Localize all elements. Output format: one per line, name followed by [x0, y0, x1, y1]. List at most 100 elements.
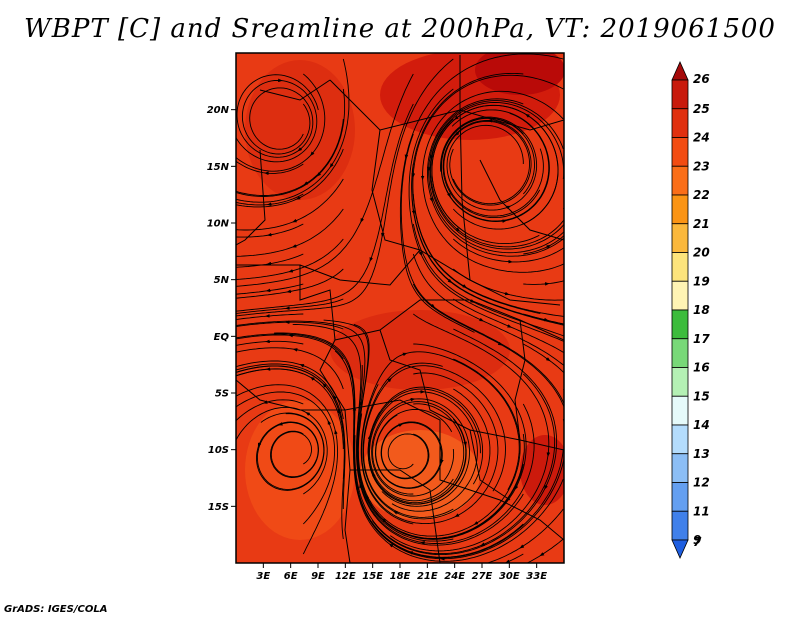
colorbar-label: 18: [693, 303, 710, 317]
streamline-arrow: [291, 244, 297, 248]
lat-tick-label: EQ: [214, 332, 230, 343]
grads-credit: GrADS: IGES/COLA: [4, 604, 108, 615]
streamline-arrow: [257, 442, 262, 448]
streamline-arrow: [563, 391, 564, 397]
streamline-arrow: [462, 284, 468, 288]
lon-tick-label: 9E: [311, 571, 325, 582]
lat-tick-label: 10N: [207, 219, 230, 230]
cool-region-south: [360, 430, 480, 520]
streamline-arrow: [360, 217, 364, 223]
colorbar-label: 17: [693, 332, 710, 346]
lon-tick-label: 27E: [472, 571, 493, 582]
streamline-arrow: [543, 317, 549, 322]
colorbar-label: 20: [693, 246, 710, 260]
colorbar-label: 21: [693, 217, 710, 231]
colorbar-label: 19: [693, 274, 710, 288]
streamline-arrow: [278, 422, 284, 426]
streamline-arrow: [539, 552, 545, 557]
warm-region-central: [330, 310, 510, 390]
colorbar-label: 11: [693, 504, 710, 518]
colorbar-swatch: [671, 194, 689, 225]
lat-tick-label: 5N: [214, 275, 230, 286]
streamline-arrow: [299, 364, 305, 368]
streamline-arrow: [288, 269, 294, 273]
streamline-arrow: [310, 151, 315, 157]
colorbar-swatch: [671, 223, 689, 253]
streamline-arrow: [305, 411, 311, 416]
streamline-arrow: [454, 513, 460, 518]
colorbar-swatch: [671, 108, 689, 138]
streamline-arrow: [429, 154, 434, 160]
lat-tick-label: 15S: [208, 502, 229, 513]
colorbar: 26 25 24 23 22 21 20 19 18 17 16 15 14 13 12 11 97: [671, 61, 710, 559]
colorbar-label: 9: [693, 533, 701, 547]
streamline-arrow: [505, 559, 511, 563]
lon-tick-label: 3E: [256, 571, 270, 582]
streamline-arrow: [398, 423, 404, 428]
streamline-arrow: [454, 115, 459, 120]
colorbar-label: 23: [693, 159, 710, 173]
colorbar-swatch: [671, 252, 689, 282]
lon-tick-label: 12E: [335, 571, 356, 582]
colorbar-label: 12: [693, 476, 710, 490]
streamline-arrow: [447, 192, 451, 198]
streamline-arrow: [333, 394, 337, 400]
streamline-arrow: [292, 348, 299, 352]
colorbar-swatch: [671, 280, 689, 311]
latitude-axis: 20N 15N 10N 5N EQ 5S 10S 15S: [207, 105, 236, 513]
streamline-arrow: [286, 289, 292, 294]
streamline-arrow: [327, 420, 332, 426]
streamline-arrow: [369, 256, 373, 262]
cool-region-southwest: [245, 400, 355, 540]
streamline-arrow: [334, 429, 338, 435]
streamline-arrow: [372, 472, 376, 477]
streamline-arrow: [463, 441, 467, 447]
streamline-arrow: [480, 542, 486, 546]
streamline-arrow: [440, 458, 444, 465]
colorbar-swatch: [671, 510, 689, 541]
warm-region-northwest: [245, 60, 355, 200]
colorbar-label: 22: [693, 188, 710, 202]
streamline-arrow: [388, 543, 394, 548]
streamline-arrow: [295, 196, 301, 200]
colorbar-swatch: [671, 453, 689, 483]
colorbar-label: 16: [693, 361, 710, 375]
colorbar-swatch: [671, 309, 689, 340]
streamline-arrow: [297, 147, 303, 152]
streamline-arrow: [447, 278, 453, 284]
temperature-shading: [245, 53, 564, 540]
longitude-axis: 3E 6E 9E 12E 15E 18E 21E 24E 27E 30E 33E: [256, 563, 547, 582]
streamline-arrow: [266, 261, 272, 266]
lat-tick-label: 15N: [207, 162, 230, 173]
colorbar-label: 15: [693, 389, 710, 403]
streamline-arrow: [544, 484, 548, 490]
colorbar-swatch: [671, 482, 689, 512]
streamline-arrow: [506, 324, 512, 328]
streamline-arrow: [404, 153, 409, 160]
lon-tick-label: 15E: [362, 571, 383, 582]
streamline-arrow: [303, 181, 309, 186]
streamline-arrow: [514, 485, 519, 491]
colorbar-label: 7: [693, 535, 702, 549]
streamline-arrow: [365, 494, 370, 500]
streamline-arrow: [418, 251, 423, 257]
streamline-arrow: [546, 245, 552, 249]
streamline-arrow: [402, 352, 408, 357]
hot-region-southeast: [520, 435, 564, 505]
streamline-arrow: [429, 197, 433, 203]
country-borders: [236, 55, 564, 563]
streamline-arrow: [497, 341, 503, 346]
colorbar-top-arrow: [671, 61, 689, 81]
streamline-arrow: [310, 376, 315, 381]
streamline-arrow: [292, 218, 298, 223]
streamline-arrow: [410, 397, 416, 402]
colorbar-bottom-arrow: [671, 539, 689, 559]
lat-tick-label: 20N: [207, 105, 230, 116]
lon-tick-label: 21E: [417, 571, 438, 582]
lon-tick-label: 33E: [526, 571, 547, 582]
lat-tick-label: 10S: [208, 445, 229, 456]
streamline-arrow: [545, 357, 551, 362]
colorbar-swatch: [671, 424, 689, 455]
colorbar-label: 14: [693, 418, 710, 432]
